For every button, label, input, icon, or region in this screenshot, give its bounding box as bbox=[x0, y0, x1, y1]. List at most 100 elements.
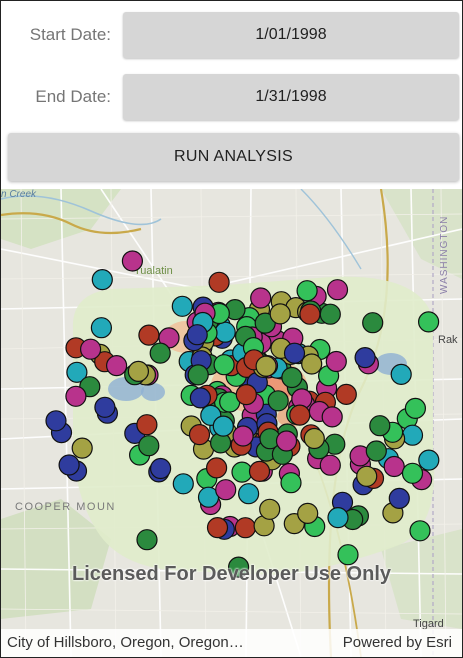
incident-point[interactable] bbox=[303, 427, 325, 450]
start-date-label: Start Date: bbox=[29, 25, 111, 44]
incident-point[interactable] bbox=[248, 460, 271, 482]
incident-point[interactable] bbox=[301, 353, 323, 375]
incident-point[interactable] bbox=[127, 360, 149, 382]
incident-point[interactable] bbox=[259, 498, 281, 520]
incident-point[interactable] bbox=[388, 487, 410, 509]
incident-point[interactable] bbox=[269, 303, 291, 325]
attribution-source[interactable]: City of Hillsboro, Oregon, Oregon… bbox=[7, 634, 244, 651]
incident-point[interactable] bbox=[186, 324, 208, 346]
incident-point[interactable] bbox=[319, 454, 341, 476]
incident-point[interactable] bbox=[215, 479, 237, 501]
incident-point[interactable] bbox=[369, 415, 391, 437]
incident-point[interactable] bbox=[383, 455, 405, 478]
incident-point[interactable] bbox=[354, 347, 376, 369]
incident-point[interactable] bbox=[235, 384, 257, 406]
incident-points[interactable] bbox=[45, 250, 440, 578]
coldspot bbox=[141, 383, 165, 401]
map-label-washington: WASHINGTON bbox=[439, 216, 450, 294]
incident-point[interactable] bbox=[234, 517, 256, 539]
incident-point[interactable] bbox=[91, 268, 113, 291]
incident-point[interactable] bbox=[404, 397, 426, 419]
incident-point[interactable] bbox=[275, 430, 298, 452]
incident-point[interactable] bbox=[214, 321, 236, 343]
incident-point[interactable] bbox=[326, 279, 349, 301]
incident-point[interactable] bbox=[71, 437, 93, 459]
incident-point[interactable] bbox=[280, 472, 302, 494]
map-canvas[interactable]: n Creek Tualatin WASHINGTON Rak COOPER M… bbox=[1, 189, 462, 657]
incident-point[interactable] bbox=[213, 354, 235, 376]
incident-point[interactable] bbox=[171, 295, 193, 317]
start-date-field[interactable]: 1/01/1998 bbox=[123, 12, 459, 58]
highway bbox=[1, 212, 142, 235]
incident-point[interactable] bbox=[401, 462, 424, 484]
end-date-label: End Date: bbox=[35, 87, 111, 106]
incident-point[interactable] bbox=[138, 324, 160, 346]
map-label-tigard: Tigard bbox=[413, 618, 444, 630]
incident-point[interactable] bbox=[299, 303, 321, 325]
incident-point[interactable] bbox=[138, 435, 160, 457]
incident-point[interactable] bbox=[136, 529, 158, 551]
attribution-bar[interactable]: City of Hillsboro, Oregon, Oregon… Power… bbox=[1, 629, 462, 657]
incident-point[interactable] bbox=[187, 364, 209, 386]
incident-point[interactable] bbox=[418, 311, 440, 333]
start-date-row: Start Date: 1/01/1998 bbox=[1, 8, 462, 62]
incident-point[interactable] bbox=[255, 355, 277, 377]
incident-point[interactable] bbox=[281, 366, 303, 389]
incident-point[interactable] bbox=[337, 544, 359, 566]
map-label-tualatin: Tualatin bbox=[134, 265, 173, 277]
developer-watermark: Licensed For Developer Use Only bbox=[72, 563, 391, 585]
incident-point[interactable] bbox=[321, 406, 343, 428]
basemap-park bbox=[381, 529, 462, 629]
incident-point[interactable] bbox=[325, 350, 347, 373]
incident-point[interactable] bbox=[149, 342, 171, 364]
incident-point[interactable] bbox=[188, 424, 211, 446]
incident-point[interactable] bbox=[365, 440, 387, 462]
incident-point[interactable] bbox=[283, 342, 306, 364]
incident-point[interactable] bbox=[297, 502, 319, 524]
map-label-rak: Rak bbox=[438, 334, 458, 346]
incident-point[interactable] bbox=[208, 271, 230, 293]
incident-point[interactable] bbox=[390, 363, 412, 385]
river bbox=[1, 195, 162, 226]
incident-point[interactable] bbox=[267, 390, 289, 412]
incident-point[interactable] bbox=[58, 454, 80, 476]
incident-point[interactable] bbox=[232, 425, 254, 447]
incident-point[interactable] bbox=[409, 520, 431, 542]
incident-point[interactable] bbox=[121, 250, 143, 272]
incident-point[interactable] bbox=[90, 317, 113, 339]
incident-point[interactable] bbox=[335, 383, 357, 405]
incident-point[interactable] bbox=[327, 507, 349, 529]
incident-point[interactable] bbox=[105, 355, 128, 377]
incident-point[interactable] bbox=[150, 457, 172, 480]
incident-point[interactable] bbox=[296, 280, 318, 302]
powered-by-esri: Powered by Esri bbox=[342, 634, 452, 651]
incident-point[interactable] bbox=[418, 449, 440, 471]
incident-point[interactable] bbox=[206, 517, 229, 539]
incident-point[interactable] bbox=[250, 287, 272, 309]
incident-point[interactable] bbox=[94, 396, 116, 418]
incident-point[interactable] bbox=[238, 483, 260, 505]
map-label-cooper-mountain: COOPER MOUN bbox=[15, 501, 116, 513]
incident-point[interactable] bbox=[356, 465, 378, 487]
incident-point[interactable] bbox=[172, 473, 194, 495]
incident-point[interactable] bbox=[289, 404, 311, 426]
river bbox=[300, 189, 362, 270]
incident-point[interactable] bbox=[65, 385, 87, 407]
incident-point[interactable] bbox=[79, 338, 102, 360]
incident-point[interactable] bbox=[136, 414, 158, 436]
incident-point[interactable] bbox=[212, 415, 234, 437]
incident-point[interactable] bbox=[401, 424, 424, 446]
incident-point[interactable] bbox=[66, 361, 88, 383]
map-view[interactable]: n Creek Tualatin WASHINGTON Rak COOPER M… bbox=[1, 189, 462, 657]
end-date-row: End Date: 1/31/1998 bbox=[1, 70, 462, 124]
incident-point[interactable] bbox=[45, 410, 67, 432]
incident-point[interactable] bbox=[362, 312, 384, 334]
incident-point[interactable] bbox=[206, 457, 228, 479]
map-label-creek: n Creek bbox=[1, 189, 37, 200]
run-analysis-button[interactable]: RUN ANALYSIS bbox=[8, 133, 459, 181]
incident-point[interactable] bbox=[228, 556, 250, 578]
incident-point[interactable] bbox=[319, 303, 341, 325]
incident-point[interactable] bbox=[189, 387, 211, 409]
end-date-field[interactable]: 1/31/1998 bbox=[123, 74, 459, 120]
